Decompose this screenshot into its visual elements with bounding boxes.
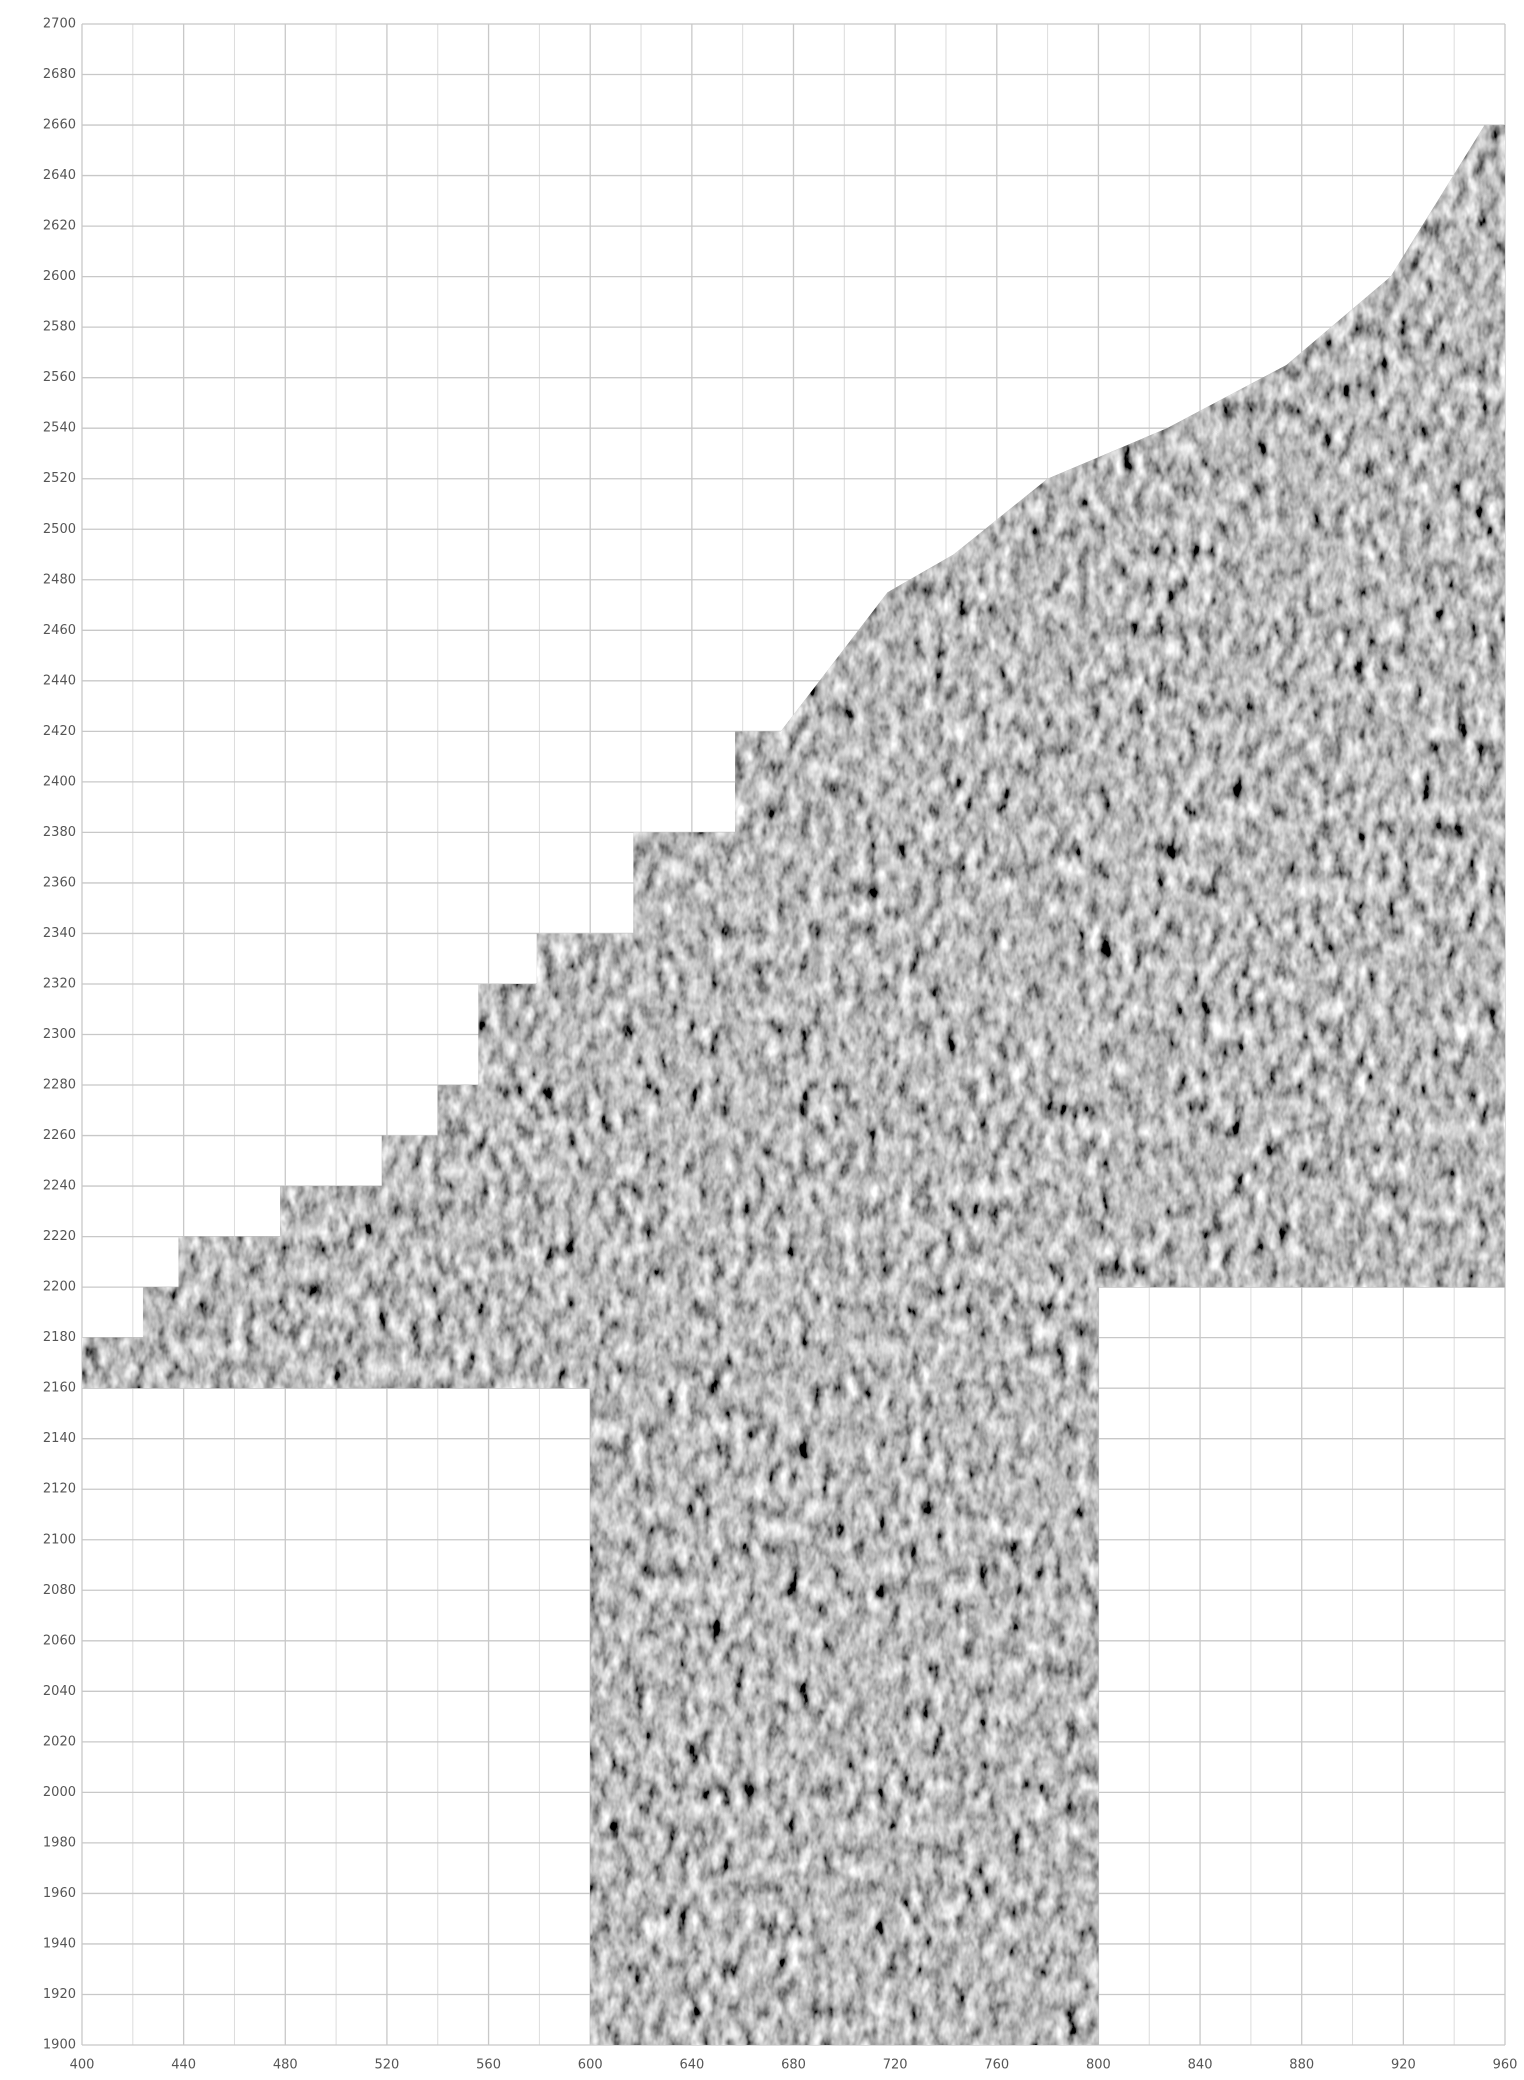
y-tick-label: 2040 xyxy=(43,1684,76,1699)
x-tick-label: 400 xyxy=(70,2058,95,2073)
y-tick-label: 2000 xyxy=(43,1785,76,1800)
y-tick-label: 2500 xyxy=(43,522,76,537)
y-tick-label: 2620 xyxy=(43,219,76,234)
x-tick-label: 960 xyxy=(1493,2058,1518,2073)
y-tick-label: 2320 xyxy=(43,976,76,991)
y-tick-label: 2560 xyxy=(43,370,76,385)
y-tick-label: 2020 xyxy=(43,1734,76,1749)
y-tick-label: 1960 xyxy=(43,1886,76,1901)
x-tick-label: 480 xyxy=(273,2058,298,2073)
y-tick-label: 2300 xyxy=(43,1027,76,1042)
x-tick-label: 640 xyxy=(679,2058,704,2073)
x-tick-label: 720 xyxy=(883,2058,908,2073)
x-tick-label: 760 xyxy=(984,2058,1009,2073)
y-tick-label: 2140 xyxy=(43,1431,76,1446)
y-tick-label: 2100 xyxy=(43,1532,76,1547)
x-tick-label: 520 xyxy=(375,2058,400,2073)
y-tick-label: 2260 xyxy=(43,1128,76,1143)
y-tick-label: 2380 xyxy=(43,825,76,840)
y-tick-label: 2360 xyxy=(43,875,76,890)
x-tick-label: 680 xyxy=(781,2058,806,2073)
x-tick-label: 600 xyxy=(578,2058,603,2073)
y-tick-label: 2640 xyxy=(43,168,76,183)
x-tick-label: 880 xyxy=(1289,2058,1314,2073)
y-tick-label: 2280 xyxy=(43,1078,76,1093)
y-tick-label: 2440 xyxy=(43,673,76,688)
x-tick-label: 920 xyxy=(1391,2058,1416,2073)
y-tick-label: 2580 xyxy=(43,320,76,335)
x-tick-label: 800 xyxy=(1086,2058,1111,2073)
y-tick-label: 1980 xyxy=(43,1835,76,1850)
y-tick-label: 2340 xyxy=(43,926,76,941)
y-tick-label: 1920 xyxy=(43,1987,76,2002)
y-tick-label: 2120 xyxy=(43,1482,76,1497)
y-tick-label: 2220 xyxy=(43,1229,76,1244)
x-tick-label: 840 xyxy=(1188,2058,1213,2073)
y-tick-label: 2080 xyxy=(43,1583,76,1598)
y-tick-label: 2200 xyxy=(43,1280,76,1295)
y-tick-label: 2180 xyxy=(43,1330,76,1345)
y-tick-label: 1900 xyxy=(43,2038,76,2053)
x-tick-label: 560 xyxy=(476,2058,501,2073)
y-tick-label: 2420 xyxy=(43,724,76,739)
y-tick-label: 2600 xyxy=(43,269,76,284)
y-tick-label: 2160 xyxy=(43,1381,76,1396)
y-tick-label: 2520 xyxy=(43,471,76,486)
y-tick-label: 2460 xyxy=(43,623,76,638)
y-tick-label: 2480 xyxy=(43,572,76,587)
y-tick-label: 2060 xyxy=(43,1633,76,1648)
y-tick-label: 2680 xyxy=(43,67,76,82)
y-tick-label: 2540 xyxy=(43,421,76,436)
y-tick-label: 2400 xyxy=(43,774,76,789)
y-tick-label: 2660 xyxy=(43,118,76,133)
y-tick-label: 2240 xyxy=(43,1179,76,1194)
y-tick-label: 1940 xyxy=(43,1936,76,1951)
y-tick-label: 2700 xyxy=(43,17,76,32)
survey-map: 400 440 480 520 560 600 640 680 720 760 800 840 880 9… xyxy=(0,0,1524,2080)
x-tick-label: 440 xyxy=(171,2058,196,2073)
